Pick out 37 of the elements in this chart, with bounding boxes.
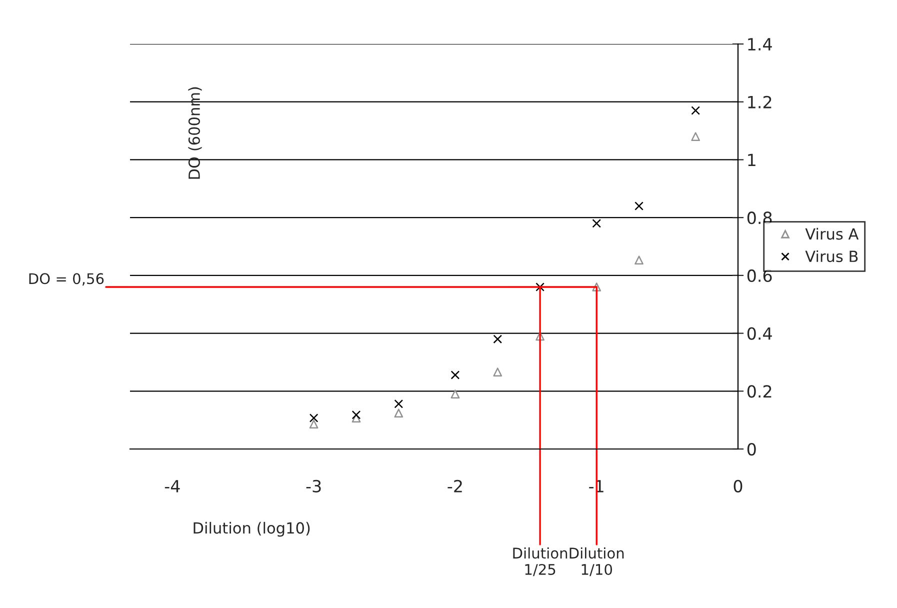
y-tick-label: 1.2 — [748, 96, 772, 108]
y-tick-label: 0.2 — [747, 385, 772, 398]
point — [394, 399, 404, 408]
ref-line-label: DO = 0,56 — [29, 273, 104, 286]
point — [691, 106, 700, 115]
legend-label: Virus B — [805, 250, 858, 262]
y-tick-label: 0.6 — [747, 269, 772, 282]
y-tick-label: 1.4 — [748, 38, 772, 50]
point — [493, 368, 502, 376]
x-tick-label: 0 — [734, 480, 742, 492]
point — [352, 414, 361, 422]
y-tick-label: 1 — [748, 154, 756, 166]
ref-line-label: Dilution 1/25 — [513, 547, 568, 576]
point — [352, 410, 361, 420]
point — [536, 282, 544, 292]
x-tick-label: -4 — [164, 480, 180, 492]
x-tick-label: -3 — [306, 480, 321, 492]
y-axis-title: DO (600nm) — [188, 87, 202, 179]
point — [309, 420, 318, 429]
legend-label: Virus A — [805, 228, 859, 240]
point — [309, 414, 318, 422]
y-tick-label: 0.4 — [747, 327, 772, 340]
point — [592, 282, 602, 292]
y-tick-label: 0 — [747, 442, 756, 456]
point — [394, 408, 404, 418]
x-axis-title: Dilution (log10) — [194, 522, 310, 537]
y-tick-label: 0.8 — [747, 212, 772, 224]
x-tick-label: -2 — [448, 480, 462, 492]
point — [634, 202, 644, 210]
point — [450, 390, 460, 398]
point — [592, 218, 602, 228]
point — [634, 256, 644, 265]
point — [691, 132, 700, 141]
point — [450, 370, 460, 380]
ref-line-label: Dilution 1/10 — [570, 547, 624, 576]
point — [493, 334, 502, 344]
point — [536, 332, 544, 341]
